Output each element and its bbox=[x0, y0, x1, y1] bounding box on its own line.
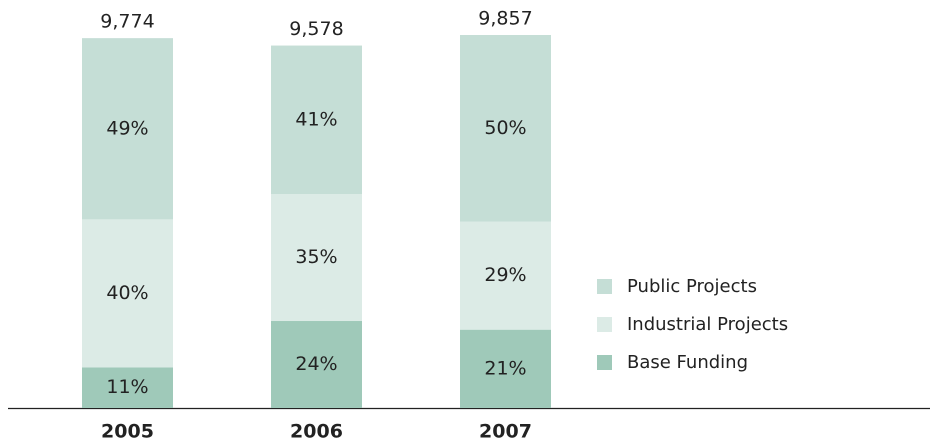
bar-segment bbox=[82, 219, 173, 368]
segment-label: 41% bbox=[295, 108, 337, 130]
x-tick-label: 2005 bbox=[101, 421, 154, 441]
bar-segment bbox=[460, 329, 551, 408]
bar-segment bbox=[460, 221, 551, 330]
segment-label: 35% bbox=[295, 246, 337, 268]
segment-label: 49% bbox=[106, 117, 148, 139]
legend-label: Base Funding bbox=[627, 352, 748, 373]
segment-label: 21% bbox=[484, 357, 526, 379]
bar-segment bbox=[271, 321, 362, 408]
x-tick-label: 2007 bbox=[479, 421, 532, 441]
segment-label: 40% bbox=[106, 282, 148, 304]
legend-label: Public Projects bbox=[627, 276, 757, 297]
bar-segment bbox=[271, 194, 362, 322]
segment-label: 11% bbox=[106, 376, 148, 398]
total-label: 9,857 bbox=[478, 8, 532, 30]
bar-segment bbox=[82, 38, 173, 220]
bar-segment bbox=[271, 45, 362, 195]
total-label: 9,578 bbox=[289, 18, 343, 40]
bar-segment bbox=[460, 35, 551, 222]
bar-segment bbox=[82, 367, 173, 408]
legend-label: Industrial Projects bbox=[627, 314, 788, 335]
total-label: 9,774 bbox=[100, 11, 154, 33]
segment-label: 50% bbox=[484, 117, 526, 139]
legend-swatch bbox=[597, 317, 612, 332]
legend-swatch bbox=[597, 279, 612, 294]
x-tick-label: 2006 bbox=[290, 421, 343, 441]
segment-label: 24% bbox=[295, 353, 337, 375]
legend-swatch bbox=[597, 355, 612, 370]
segment-label: 29% bbox=[484, 264, 526, 286]
